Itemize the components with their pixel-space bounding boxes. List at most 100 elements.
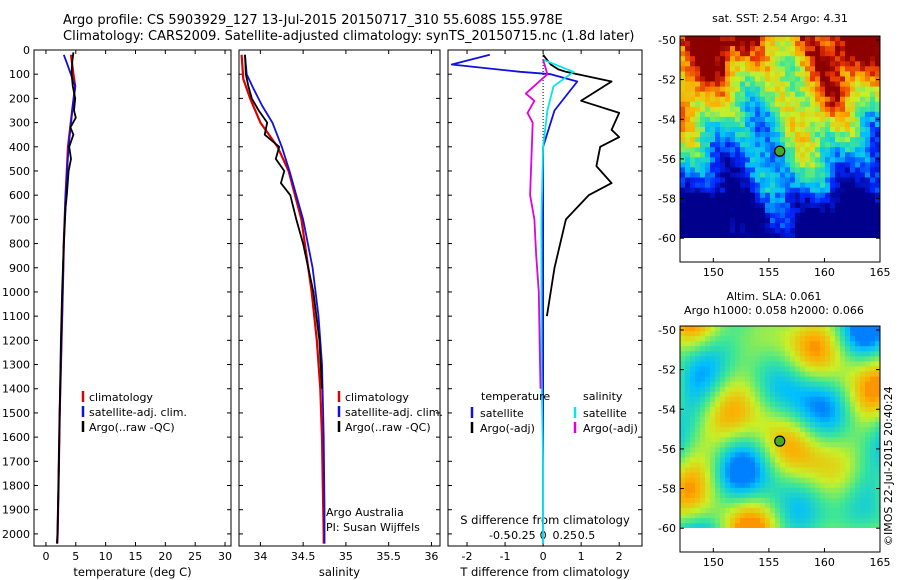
map-cell	[875, 86, 880, 93]
map-cell	[695, 523, 701, 528]
map-cell	[685, 472, 691, 479]
map-cell	[820, 127, 826, 133]
map-cell	[770, 187, 776, 194]
map-cell	[830, 147, 836, 153]
map-cell	[820, 462, 826, 468]
map-cell	[685, 157, 691, 163]
map-cell	[725, 396, 731, 403]
map-cell	[730, 341, 736, 347]
map-cell	[785, 331, 791, 337]
map-cell	[740, 142, 746, 148]
map-cell	[730, 101, 736, 108]
map-cell	[800, 41, 806, 47]
map-cell	[755, 336, 761, 342]
map-cell	[755, 467, 761, 473]
map-cell	[730, 411, 736, 418]
map-cell	[715, 71, 721, 77]
map-cell	[720, 411, 726, 418]
map-cell	[800, 467, 806, 473]
map-x-tick-label: 160	[814, 266, 835, 279]
map-cell	[855, 96, 861, 103]
map-cell	[805, 187, 811, 194]
map-cell	[790, 422, 796, 428]
map-cell	[760, 427, 766, 433]
map-cell	[705, 162, 711, 168]
map-cell	[755, 346, 761, 352]
map-cell	[710, 223, 716, 229]
map-cell	[845, 132, 851, 138]
map-cell	[765, 157, 771, 163]
map-cell	[725, 66, 731, 72]
map-cell	[815, 91, 821, 98]
map-cell	[820, 411, 826, 418]
map-cell	[760, 56, 766, 62]
map-cell	[870, 356, 876, 362]
map-cell	[765, 142, 771, 148]
map-cell	[685, 447, 691, 453]
map-cell	[805, 427, 811, 433]
map-cell	[755, 437, 761, 443]
map-cell	[755, 422, 761, 428]
map-cell	[765, 422, 771, 428]
map-cell	[835, 132, 841, 138]
map-cell	[740, 417, 746, 423]
map-cell	[870, 182, 876, 189]
map-cell	[855, 46, 861, 52]
map-cell	[740, 381, 746, 388]
map-cell	[700, 147, 706, 153]
map-cell	[735, 386, 741, 393]
map-cell	[810, 457, 816, 463]
map-cell	[790, 132, 796, 138]
map-cell	[835, 192, 841, 199]
map-cell	[735, 192, 741, 199]
map-cell	[740, 116, 746, 123]
map-cell	[770, 492, 776, 499]
map-cell	[820, 396, 826, 403]
map-cell	[690, 477, 696, 484]
map-cell	[840, 447, 846, 453]
map-cell	[795, 96, 801, 103]
map-cell	[790, 91, 796, 98]
map-cell	[860, 432, 866, 438]
map-cell	[825, 41, 831, 47]
map-cell	[800, 228, 806, 234]
map-cell	[860, 187, 866, 194]
map-cell	[840, 127, 846, 133]
map-cell	[740, 401, 746, 408]
map-cell	[840, 228, 846, 234]
map-cell	[765, 396, 771, 403]
map-cell	[755, 101, 761, 108]
map-cell	[785, 381, 791, 388]
map-cell	[825, 197, 831, 204]
map-cell	[840, 147, 846, 153]
map-cell	[830, 411, 836, 418]
map-cell	[755, 111, 761, 118]
map-cell	[745, 427, 751, 433]
map-cell	[785, 366, 791, 372]
map-cell	[715, 523, 721, 528]
map-cell	[700, 346, 706, 352]
map-cell	[685, 86, 691, 93]
map-cell	[695, 447, 701, 453]
map-cell	[800, 76, 806, 82]
map-cell	[725, 331, 731, 337]
map-cell	[715, 502, 721, 509]
map-cell	[730, 66, 736, 72]
map-cell	[695, 76, 701, 82]
map-cell	[800, 356, 806, 362]
map-cell	[835, 66, 841, 72]
map-cell	[855, 472, 861, 479]
map-cell	[810, 432, 816, 438]
map-cell	[800, 452, 806, 458]
map-cell	[785, 462, 791, 468]
map-cell	[825, 111, 831, 118]
map-cell	[720, 101, 726, 108]
map-cell	[730, 233, 736, 238]
map-cell	[870, 502, 876, 509]
map-cell	[820, 152, 826, 158]
map-cell	[700, 157, 706, 163]
map-cell	[820, 101, 826, 108]
map-cell	[780, 197, 786, 204]
map-cell	[685, 467, 691, 473]
